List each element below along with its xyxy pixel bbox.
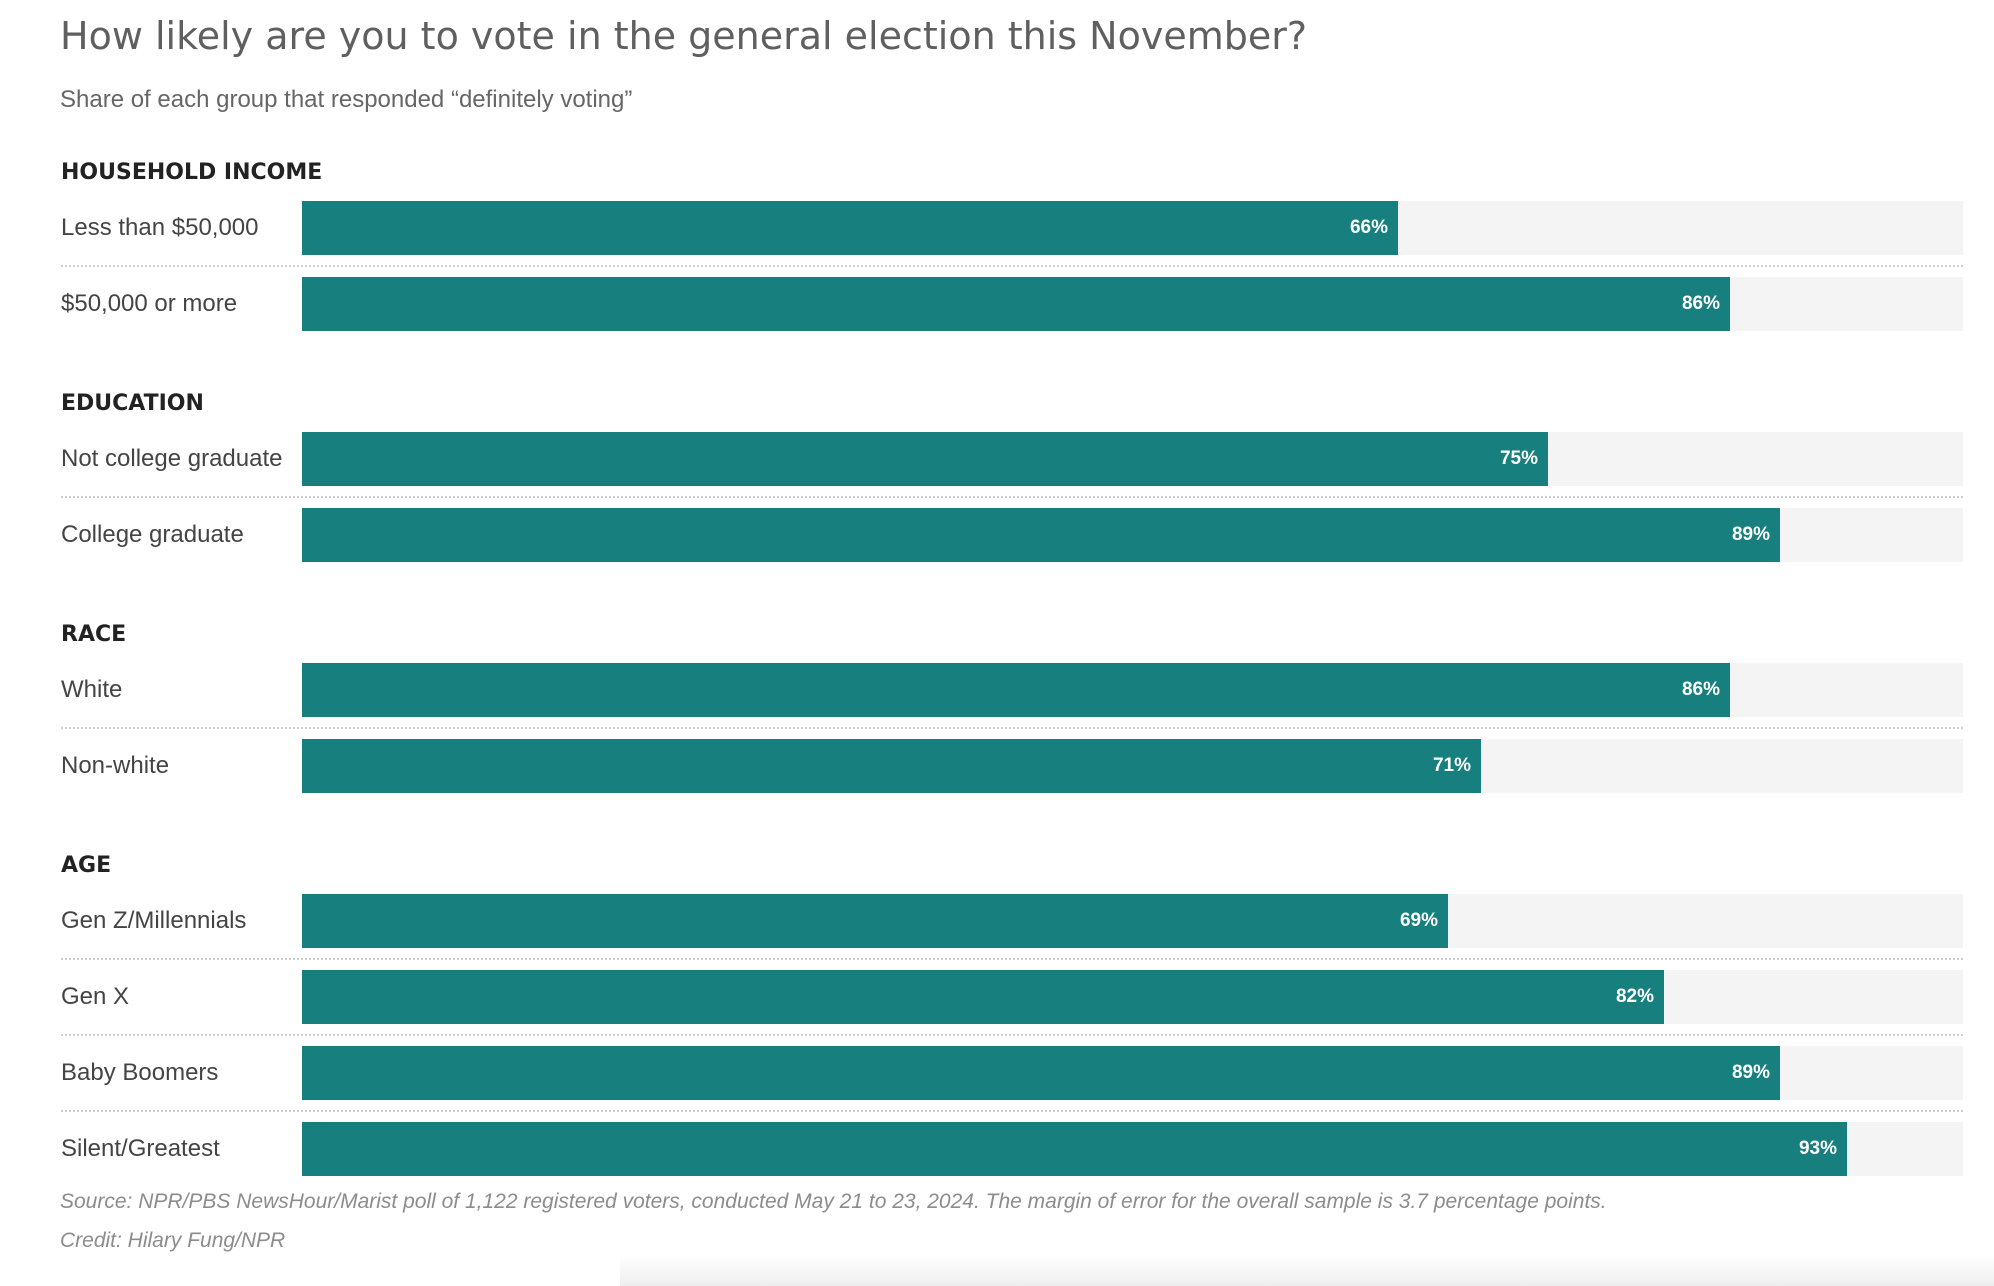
bar-value-label: 86% — [1681, 293, 1720, 314]
category-label: Silent/Greatest — [61, 1135, 220, 1162]
bar-track: 86% — [302, 277, 1963, 331]
credit-note: Credit: Hilary Fung/NPR — [60, 1229, 286, 1252]
bar — [302, 663, 1730, 717]
bar — [302, 1046, 1780, 1100]
group-heading: RACE — [61, 622, 127, 647]
bar-track: 89% — [302, 1046, 1963, 1100]
category-label: Baby Boomers — [61, 1059, 219, 1086]
bar-value-label: 66% — [1349, 217, 1388, 238]
bar-value-label: 69% — [1399, 910, 1438, 931]
row-divider — [61, 1034, 1963, 1036]
bar-track: 82% — [302, 970, 1963, 1024]
bottom-fade — [620, 1256, 1994, 1286]
bar-track: 89% — [302, 508, 1963, 562]
bar-track: 86% — [302, 663, 1963, 717]
category-label: Less than $50,000 — [61, 214, 259, 241]
bar-value-label: 89% — [1731, 1062, 1770, 1083]
bar — [302, 1122, 1847, 1176]
bar-value-label: 75% — [1499, 448, 1538, 469]
bar-value-label: 82% — [1615, 986, 1654, 1007]
bar — [302, 508, 1780, 562]
row-divider — [61, 496, 1963, 498]
row-divider — [61, 1110, 1963, 1112]
group-heading: EDUCATION — [61, 391, 204, 416]
bar-value-label: 71% — [1432, 755, 1471, 776]
bar-value-label: 86% — [1681, 679, 1720, 700]
bar — [302, 970, 1664, 1024]
bar-track: 93% — [302, 1122, 1963, 1176]
bar — [302, 432, 1548, 486]
chart-title: How likely are you to vote in the genera… — [60, 14, 1308, 58]
bar — [302, 277, 1730, 331]
group-heading: AGE — [61, 853, 112, 878]
category-label: Gen X — [61, 983, 130, 1010]
group-heading: HOUSEHOLD INCOME — [61, 160, 323, 185]
bar-track: 71% — [302, 739, 1963, 793]
bar — [302, 739, 1481, 793]
bar-value-label: 89% — [1731, 524, 1770, 545]
category-label: $50,000 or more — [61, 290, 238, 317]
category-label: Gen Z/Millennials — [61, 907, 247, 934]
category-label: College graduate — [61, 521, 244, 548]
row-divider — [61, 958, 1963, 960]
chart-subtitle: Share of each group that responded “defi… — [60, 86, 633, 113]
bar — [302, 201, 1398, 255]
bar — [302, 894, 1448, 948]
row-divider — [61, 265, 1963, 267]
row-divider — [61, 727, 1963, 729]
category-label: Not college graduate — [61, 445, 283, 472]
bar-track: 66% — [302, 201, 1963, 255]
bar-track: 69% — [302, 894, 1963, 948]
category-label: White — [61, 676, 123, 703]
bar-value-label: 93% — [1798, 1138, 1837, 1159]
source-note: Source: NPR/PBS NewsHour/Marist poll of … — [60, 1190, 1607, 1213]
category-label: Non-white — [61, 752, 170, 779]
bar-track: 75% — [302, 432, 1963, 486]
